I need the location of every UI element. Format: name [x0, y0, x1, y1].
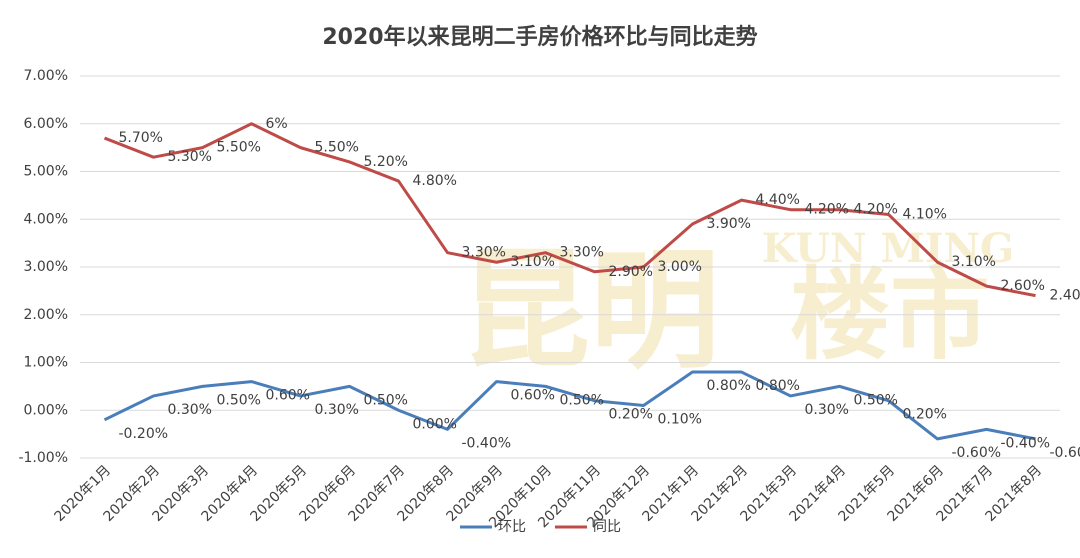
- data-label: 2.90%: [609, 264, 653, 280]
- data-label: 5.30%: [168, 149, 212, 165]
- data-label: -0.40%: [462, 435, 512, 451]
- chart-title: 2020年以来昆明二手房价格环比与同比走势: [322, 24, 757, 50]
- data-label: 4.10%: [903, 206, 947, 222]
- data-label: 0.50%: [854, 392, 898, 408]
- y-tick-label: 0.00%: [24, 402, 68, 418]
- data-label: 3.10%: [952, 254, 996, 270]
- data-label: -0.60%: [952, 445, 1002, 461]
- watermark: KUN MING: [762, 225, 1014, 272]
- data-label: 0.30%: [168, 402, 212, 418]
- y-tick-label: 4.00%: [24, 211, 68, 227]
- y-tick-label: 3.00%: [24, 259, 68, 275]
- data-label: 0.50%: [560, 392, 604, 408]
- legend-label: 同比: [593, 519, 621, 535]
- data-label: -0.20%: [119, 426, 169, 442]
- data-label: 3.90%: [707, 216, 751, 232]
- data-label: -0.40%: [1001, 435, 1051, 451]
- data-label: 3.30%: [560, 245, 604, 261]
- data-label: 0.60%: [266, 388, 310, 404]
- data-label: 2.40%: [1050, 288, 1080, 304]
- data-label: 0.20%: [903, 407, 947, 423]
- data-label: 4.40%: [756, 192, 800, 208]
- data-label: 0.50%: [364, 392, 408, 408]
- data-label: 0.60%: [511, 388, 555, 404]
- data-label: 3.30%: [462, 245, 506, 261]
- y-tick-label: 2.00%: [24, 307, 68, 323]
- data-label: 0.50%: [217, 392, 261, 408]
- series-line: [103, 370, 1036, 441]
- data-label: 0.10%: [658, 411, 702, 427]
- y-tick-label: -1.00%: [18, 450, 68, 466]
- data-label: 5.50%: [315, 140, 359, 156]
- data-label: 0.80%: [756, 378, 800, 394]
- data-label: 4.20%: [854, 202, 898, 218]
- legend-label: 环比: [498, 519, 526, 535]
- data-label: 0.20%: [609, 407, 653, 423]
- data-label: 0.30%: [805, 402, 849, 418]
- data-label: 0.30%: [315, 402, 359, 418]
- y-tick-label: 6.00%: [24, 116, 68, 132]
- data-label: 3.10%: [511, 254, 555, 270]
- data-label: 5.20%: [364, 154, 408, 170]
- data-label: 6%: [266, 116, 288, 132]
- data-label: 4.20%: [805, 202, 849, 218]
- data-label: 0.80%: [707, 378, 751, 394]
- data-label: 2.60%: [1001, 278, 1045, 294]
- data-label: -0.60%: [1050, 445, 1080, 461]
- series-line: [103, 122, 1036, 298]
- y-tick-label: 5.00%: [24, 164, 68, 180]
- data-label: 5.50%: [217, 140, 261, 156]
- y-tick-label: 7.00%: [24, 68, 68, 84]
- data-label: 5.70%: [119, 130, 163, 146]
- data-label: 0.00%: [413, 416, 457, 432]
- data-label: 3.00%: [658, 259, 702, 275]
- y-tick-label: 1.00%: [24, 355, 68, 371]
- data-label: 4.80%: [413, 173, 457, 189]
